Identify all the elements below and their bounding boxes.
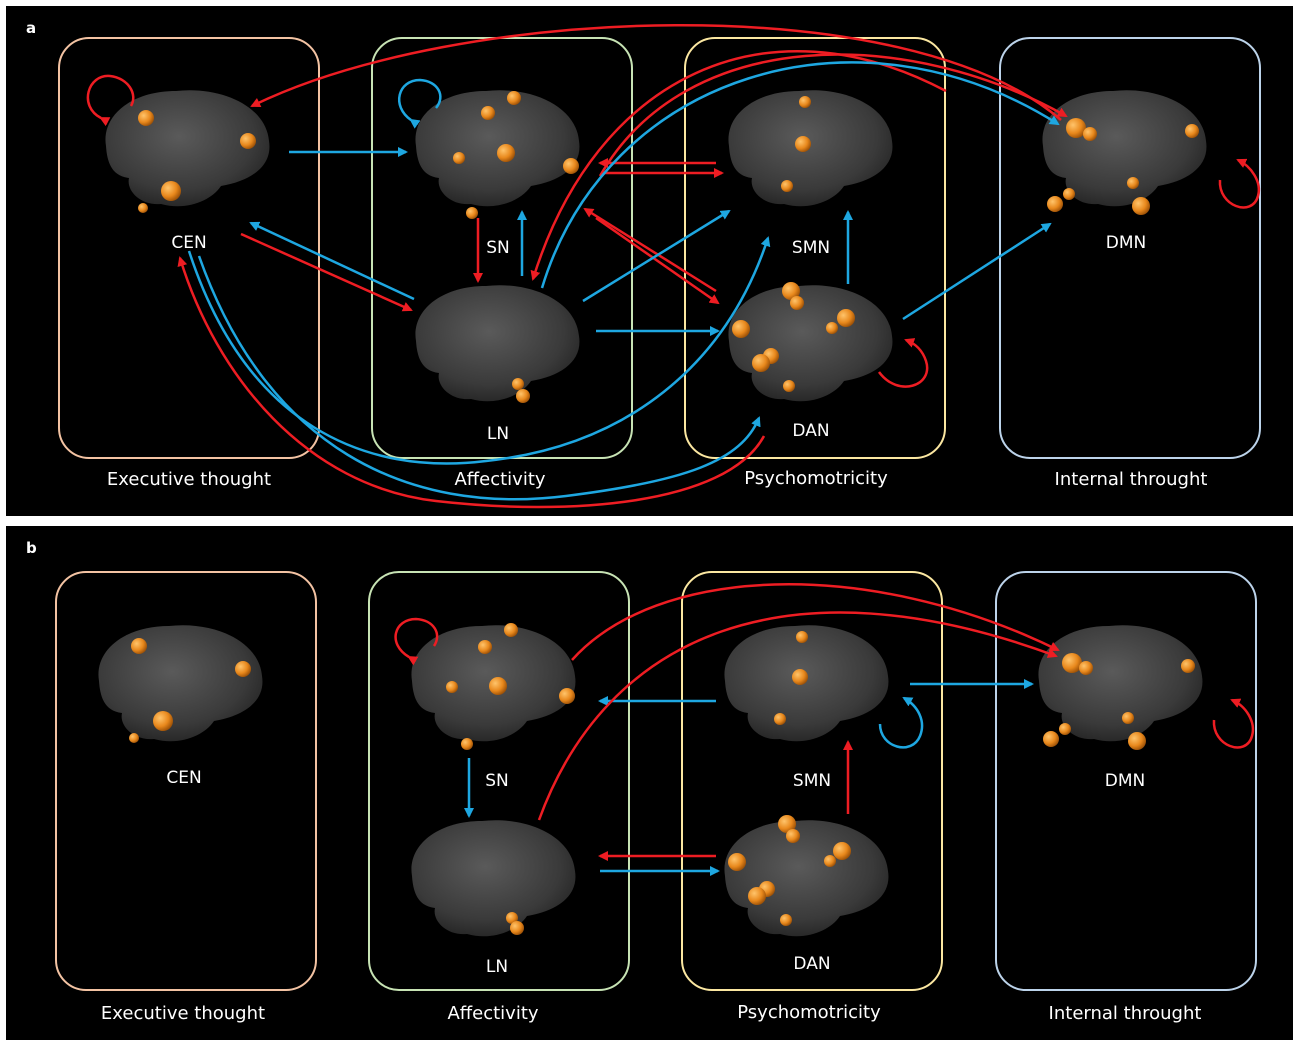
panel-a-diagram: a — [26, 19, 1261, 509]
brain-smn — [724, 625, 889, 742]
box-executive-thought — [58, 37, 320, 459]
group-label-executive: Executive thought — [101, 1003, 265, 1024]
brain-ln — [415, 285, 580, 403]
brain-dmn — [1038, 625, 1203, 750]
label-smn: SMN — [792, 238, 830, 258]
self-loop-dan — [877, 338, 929, 388]
brain-ln — [411, 820, 576, 937]
brain-sn — [415, 90, 580, 219]
arrow-dan-to-cen — [177, 256, 766, 509]
box-psychomotricity — [684, 37, 946, 459]
box-psychomotricity — [681, 571, 943, 991]
arrow-dan-to-sn — [583, 207, 717, 293]
brain-dan — [728, 282, 893, 402]
self-loop-sn — [394, 617, 439, 666]
label-cen: CEN — [171, 233, 206, 253]
arrow-ln-to-dmn — [537, 611, 1058, 821]
label-dan: DAN — [793, 954, 830, 974]
arrow-dmn-to-ln — [530, 49, 947, 281]
arrow-dmn-to-cen — [250, 24, 1062, 121]
box-internal-thought — [995, 571, 1257, 991]
group-label-internal: Internal throught — [1049, 1003, 1202, 1024]
label-cen: CEN — [166, 768, 201, 788]
arrow-ln-to-dmn — [540, 61, 1060, 289]
arrow-sn-to-dan — [595, 216, 720, 305]
arrow-ln-to-smn — [582, 209, 731, 303]
group-label-psychomotricity: Psychomotricity — [744, 468, 888, 489]
label-smn: SMN — [793, 771, 831, 791]
panel-a: a — [6, 6, 1293, 516]
brain-dmn — [1042, 90, 1207, 215]
box-affectivity — [368, 571, 630, 991]
brain-cen — [105, 90, 270, 213]
brain-dan — [724, 815, 889, 937]
panel-b: b — [6, 526, 1293, 1040]
self-loop-sn — [398, 78, 442, 129]
arrow-cen-to-dan — [197, 255, 761, 501]
self-loop-cen — [86, 74, 135, 127]
group-label-internal: Internal throught — [1055, 469, 1208, 490]
label-sn: SN — [485, 771, 509, 791]
label-dan: DAN — [792, 421, 829, 441]
panel-letter-b: b — [26, 539, 37, 557]
self-loop-dmn — [1212, 698, 1255, 749]
label-dmn: DMN — [1105, 771, 1145, 791]
arrow-sn-to-dmn — [598, 53, 1068, 177]
group-label-affectivity: Affectivity — [447, 1003, 538, 1024]
arrow-cen-to-smn — [187, 236, 771, 465]
arrow-sn-to-dmn — [571, 583, 1060, 661]
box-executive-thought — [55, 571, 317, 991]
arrow-cen-to-ln — [240, 232, 413, 312]
panel-b-diagram: b — [26, 539, 1257, 1024]
self-loop-dmn — [1218, 158, 1261, 209]
brain-smn — [728, 90, 893, 207]
group-label-psychomotricity: Psychomotricity — [737, 1002, 881, 1023]
group-label-affectivity: Affectivity — [454, 469, 545, 490]
brain-cen — [98, 625, 263, 743]
self-loop-smn — [878, 696, 924, 749]
brain-sn — [411, 623, 576, 750]
label-ln: LN — [486, 957, 508, 977]
label-dmn: DMN — [1106, 233, 1146, 253]
panel-letter-a: a — [26, 19, 36, 37]
box-internal-thought — [999, 37, 1261, 459]
group-label-executive: Executive thought — [107, 469, 271, 490]
label-sn: SN — [486, 238, 510, 258]
arrow-dan-to-dmn — [902, 222, 1052, 321]
label-ln: LN — [487, 424, 509, 444]
arrow-ln-to-cen — [249, 221, 415, 301]
